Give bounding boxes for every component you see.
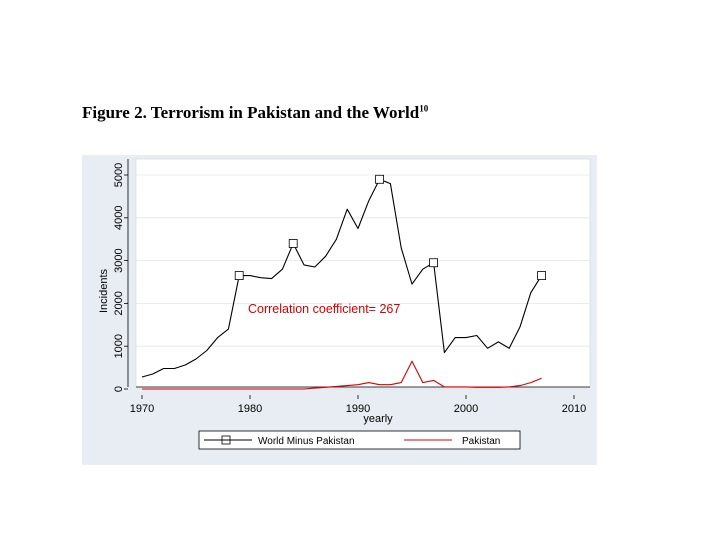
- y-tick-label-1000: 1000: [113, 334, 125, 358]
- x-axis-label: yearly: [363, 413, 393, 425]
- y-tick-label-3000: 3000: [113, 248, 125, 272]
- legend-pakistan-label: Pakistan: [462, 436, 500, 447]
- world-marker-1992: [375, 174, 385, 184]
- x-tick-label-2010: 2010: [562, 403, 586, 415]
- world-marker-1997: [429, 258, 439, 268]
- figure-title: Figure 2. Terrorism in Pakistan and the …: [82, 103, 428, 123]
- legend-world-label: World Minus Pakistan: [258, 436, 355, 447]
- x-tick-label-2000: 2000: [454, 403, 478, 415]
- axes: [127, 159, 590, 388]
- legend-box: [198, 430, 521, 450]
- x-tick-label-1970: 1970: [130, 403, 154, 415]
- x-tick-label-1980: 1980: [238, 403, 262, 415]
- y-tick-label-4000: 4000: [113, 206, 125, 230]
- series-markers: [234, 174, 547, 280]
- series: [141, 178, 543, 390]
- series-line-pakistan: [142, 360, 542, 390]
- series-line-world: [141, 178, 543, 378]
- y-tick-label-5000: 5000: [113, 163, 125, 187]
- world-marker-1979: [234, 271, 244, 280]
- legend-world-marker: [221, 435, 231, 445]
- y-tick-label-2000: 2000: [113, 291, 125, 315]
- y-tick-label-0: 0: [113, 386, 125, 392]
- chart-panel: 0 1000 2000 3000 4000 5000 1970 1980 1990 2000 20…: [82, 155, 597, 465]
- line-chart: 0 1000 2000 3000 4000 5000 1970 1980 1990 2000 20…: [98, 158, 591, 450]
- world-marker-2007: [537, 271, 547, 280]
- plot-area: [135, 158, 591, 388]
- y-axis-label: Incidents: [98, 268, 110, 313]
- world-marker-1984: [288, 239, 298, 248]
- x-tick-label-1990: 1990: [346, 403, 370, 415]
- legend: World Minus Pakistan Pakistan: [198, 430, 521, 450]
- x-ticks: 1970 1980 1990 2000 2010: [130, 395, 586, 415]
- correlation-annotation: Correlation coefficient= 267: [248, 302, 400, 316]
- figure-footnote: 10: [419, 103, 429, 114]
- figure-title-text: Figure 2. Terrorism in Pakistan and the …: [82, 103, 420, 122]
- y-ticks: 0 1000 2000 3000 4000 5000: [113, 163, 128, 392]
